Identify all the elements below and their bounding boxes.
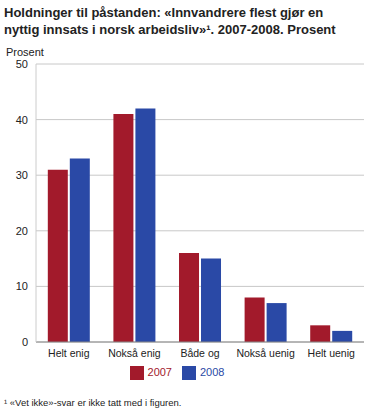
svg-text:Nokså enig: Nokså enig: [108, 347, 161, 359]
html-text:¹ «Vet ikke»-svar er ikke tatt: ¹ «Vet ikke»-svar er ikke tatt med i fig…: [4, 397, 182, 408]
html-text:Holdninger til påstanden: «Inn: Holdninger til påstanden: «Innvandrere f…: [4, 5, 336, 37]
svg-text:10: 10: [16, 280, 28, 292]
html-text:2007: 2007: [147, 366, 172, 378]
svg-text:Helt enig: Helt enig: [48, 347, 90, 359]
svg-text:20: 20: [16, 225, 28, 237]
svg-text:30: 30: [16, 169, 28, 181]
svg-text:40: 40: [16, 114, 28, 126]
svg-text:0: 0: [22, 336, 28, 348]
svg-text:Både og: Både og: [180, 347, 219, 359]
svg-text:Nokså uenig: Nokså uenig: [236, 347, 295, 359]
html-text:2008: 2008: [200, 366, 225, 378]
html-text:Prosent: Prosent: [6, 46, 44, 58]
svg-text:Helt uenig: Helt uenig: [308, 347, 355, 359]
svg-text:50: 50: [16, 58, 28, 70]
